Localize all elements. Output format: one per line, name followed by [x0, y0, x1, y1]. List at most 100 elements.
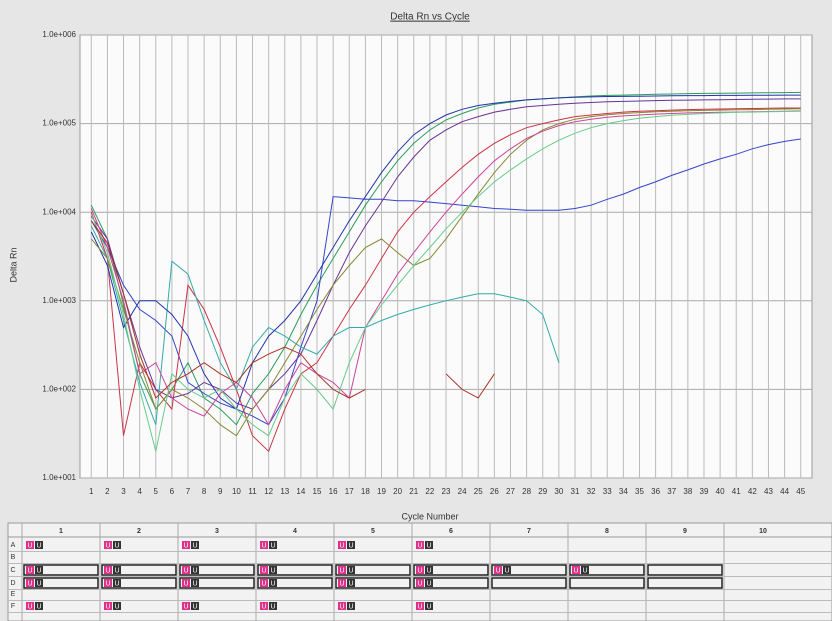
x-tick-label: 22 — [425, 487, 434, 496]
x-tick-label: 35 — [635, 487, 644, 496]
well-label: U — [495, 567, 500, 574]
well-label: U — [105, 542, 110, 549]
x-tick-label: 10 — [232, 487, 241, 496]
x-tick-label: 28 — [522, 487, 531, 496]
x-tick-label: 8 — [202, 487, 207, 496]
x-tick-label: 29 — [538, 487, 547, 496]
plate-row-label: F — [11, 603, 15, 610]
x-tick-label: 26 — [490, 487, 499, 496]
x-tick-label: 31 — [571, 487, 580, 496]
well-label: U — [105, 567, 110, 574]
page: Delta Rn vs Cycle Cycle Number Delta Rn … — [0, 0, 832, 621]
well-label: U — [582, 567, 587, 574]
y-tick-label: 1.0e+006 — [42, 30, 76, 39]
plate-column-label: 10 — [759, 528, 767, 535]
well-label: U — [417, 542, 422, 549]
well-label: U — [426, 542, 431, 549]
well-label: U — [339, 603, 344, 610]
plate-row-label: B — [11, 554, 16, 561]
x-tick-label: 32 — [587, 487, 596, 496]
x-tick-label: 41 — [732, 487, 741, 496]
screen: Delta Rn vs Cycle Cycle Number Delta Rn … — [0, 0, 832, 621]
well-label: U — [36, 580, 41, 587]
y-tick-label: 1.0e+002 — [42, 385, 76, 394]
x-tick-label: 9 — [218, 487, 223, 496]
x-tick-label: 45 — [796, 487, 805, 496]
plate-column-label: 1 — [59, 528, 63, 535]
x-tick-label: 3 — [121, 487, 126, 496]
x-tick-label: 36 — [651, 487, 660, 496]
x-tick-label: 43 — [764, 487, 773, 496]
x-tick-label: 25 — [474, 487, 483, 496]
well-label: U — [192, 542, 197, 549]
well-label: U — [348, 603, 353, 610]
well-label: U — [339, 567, 344, 574]
x-tick-label: 19 — [377, 487, 386, 496]
well-label: U — [105, 580, 110, 587]
x-tick-label: 13 — [280, 487, 289, 496]
well-label: U — [348, 580, 353, 587]
well-label: U — [183, 567, 188, 574]
x-tick-label: 14 — [296, 487, 305, 496]
x-tick-label: 40 — [716, 487, 725, 496]
well-label: U — [36, 542, 41, 549]
x-tick-label: 11 — [248, 487, 257, 496]
well-label: U — [114, 567, 119, 574]
well-label: U — [114, 542, 119, 549]
well-label: U — [270, 580, 275, 587]
plate-row-label: E — [11, 591, 16, 598]
well-label: U — [348, 567, 353, 574]
well-label: U — [417, 567, 422, 574]
x-tick-label: 34 — [619, 487, 628, 496]
well-label: U — [426, 603, 431, 610]
plate-column-label: 8 — [605, 528, 609, 535]
well-label: U — [270, 567, 275, 574]
well-label: U — [339, 542, 344, 549]
x-tick-label: 44 — [780, 487, 789, 496]
well-label: U — [261, 542, 266, 549]
x-tick-label: 24 — [458, 487, 467, 496]
x-tick-label: 16 — [329, 487, 338, 496]
well-label: U — [348, 542, 353, 549]
y-axis-label: Delta Rn — [8, 247, 18, 282]
well-label: U — [417, 580, 422, 587]
x-tick-label: 18 — [361, 487, 370, 496]
well-label: U — [192, 603, 197, 610]
well-label: U — [261, 567, 266, 574]
y-tick-label: 1.0e+001 — [42, 473, 76, 482]
x-tick-label: 27 — [506, 487, 515, 496]
well-label: U — [183, 603, 188, 610]
x-tick-label: 21 — [409, 487, 418, 496]
plate-column-label: 5 — [371, 528, 375, 535]
well-label: U — [573, 567, 578, 574]
well-label: U — [426, 580, 431, 587]
well-label: U — [192, 580, 197, 587]
x-tick-label: 15 — [313, 487, 322, 496]
x-tick-label: 6 — [170, 487, 175, 496]
x-tick-label: 37 — [667, 487, 676, 496]
well-label: U — [183, 580, 188, 587]
plate-column-label: 4 — [293, 528, 297, 535]
well-label: U — [36, 603, 41, 610]
well-label: U — [183, 542, 188, 549]
well-label: U — [114, 580, 119, 587]
x-tick-label: 42 — [748, 487, 757, 496]
well-label: U — [192, 567, 197, 574]
well-label: U — [270, 603, 275, 610]
y-tick-label: 1.0e+004 — [42, 207, 76, 216]
well-label: U — [27, 542, 32, 549]
well-label: U — [105, 603, 110, 610]
well-label: U — [36, 567, 41, 574]
well-label: U — [261, 603, 266, 610]
chart-title: Delta Rn vs Cycle — [390, 12, 470, 23]
well-label: U — [504, 567, 509, 574]
plate-row-label: C — [10, 567, 15, 574]
plate-column-label: 7 — [527, 528, 531, 535]
x-tick-label: 5 — [154, 487, 159, 496]
well-label: U — [261, 580, 266, 587]
plate-column-label: 2 — [137, 528, 141, 535]
x-tick-label: 20 — [393, 487, 402, 496]
x-tick-label: 33 — [603, 487, 612, 496]
x-tick-label: 12 — [264, 487, 273, 496]
x-tick-label: 30 — [554, 487, 563, 496]
